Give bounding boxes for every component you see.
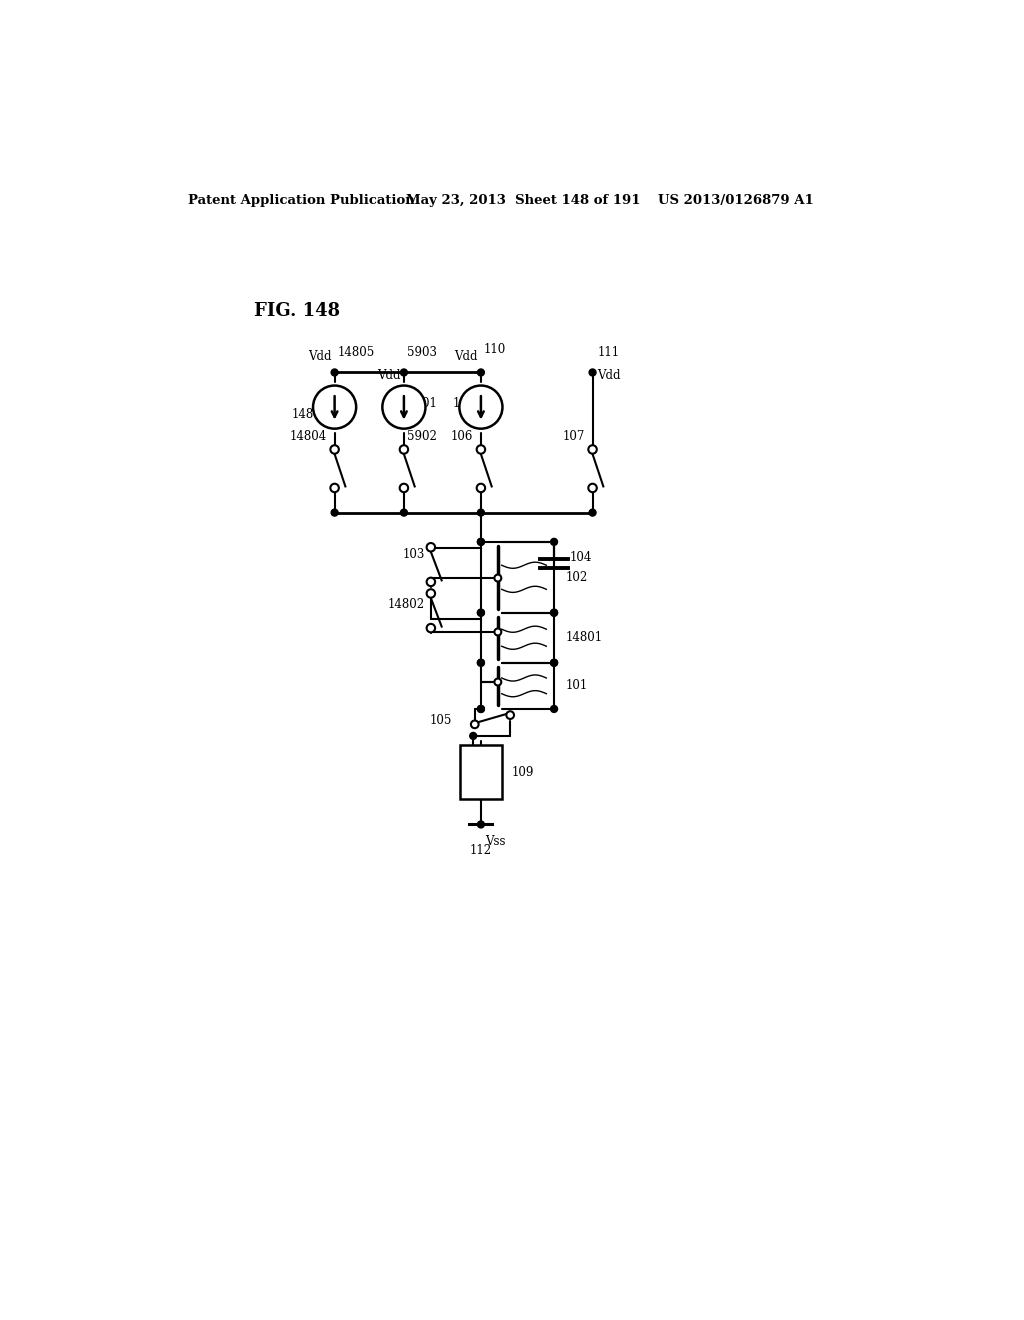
Circle shape — [477, 510, 484, 516]
Circle shape — [400, 510, 408, 516]
Circle shape — [331, 510, 338, 516]
Text: 108: 108 — [453, 397, 475, 409]
Circle shape — [477, 705, 484, 713]
Circle shape — [477, 610, 484, 616]
Circle shape — [382, 385, 425, 429]
Text: 109: 109 — [511, 766, 534, 779]
Circle shape — [477, 370, 484, 376]
Text: 110: 110 — [484, 342, 506, 355]
Text: 101: 101 — [565, 680, 588, 693]
Text: FIG. 148: FIG. 148 — [254, 302, 340, 321]
Circle shape — [477, 539, 484, 545]
Circle shape — [427, 589, 435, 598]
Circle shape — [495, 628, 502, 635]
Text: Patent Application Publication: Patent Application Publication — [188, 194, 415, 207]
Text: 5902: 5902 — [407, 430, 437, 444]
Text: 105: 105 — [429, 714, 452, 727]
Circle shape — [551, 659, 557, 667]
Text: Vdd: Vdd — [597, 370, 621, 383]
Circle shape — [477, 659, 484, 667]
Text: US 2013/0126879 A1: US 2013/0126879 A1 — [658, 194, 814, 207]
Text: 14802: 14802 — [387, 598, 425, 611]
Circle shape — [331, 445, 339, 454]
Circle shape — [589, 510, 596, 516]
Circle shape — [551, 539, 557, 545]
Circle shape — [551, 659, 557, 667]
Text: 14805: 14805 — [338, 346, 375, 359]
Text: 102: 102 — [565, 570, 588, 583]
Circle shape — [477, 705, 484, 713]
Text: Vdd: Vdd — [308, 350, 332, 363]
Circle shape — [495, 678, 502, 685]
Text: Vss: Vss — [485, 836, 506, 849]
Circle shape — [551, 610, 557, 616]
Circle shape — [427, 578, 435, 586]
Circle shape — [471, 721, 478, 729]
Circle shape — [399, 445, 409, 454]
Text: May 23, 2013  Sheet 148 of 191: May 23, 2013 Sheet 148 of 191 — [407, 194, 641, 207]
Text: Vdd: Vdd — [377, 368, 400, 381]
Circle shape — [331, 370, 338, 376]
Circle shape — [589, 445, 597, 454]
Circle shape — [506, 711, 514, 719]
Circle shape — [470, 733, 477, 739]
Circle shape — [477, 483, 485, 492]
Circle shape — [460, 385, 503, 429]
Circle shape — [551, 705, 557, 713]
Circle shape — [495, 574, 502, 582]
Text: 111: 111 — [597, 346, 620, 359]
Circle shape — [589, 370, 596, 376]
Circle shape — [477, 539, 484, 545]
Circle shape — [477, 659, 484, 667]
Bar — [460, 744, 502, 799]
Text: 112: 112 — [470, 845, 492, 858]
Circle shape — [477, 821, 484, 828]
Circle shape — [477, 610, 484, 616]
Text: 5903: 5903 — [407, 346, 437, 359]
Circle shape — [477, 445, 485, 454]
Circle shape — [551, 610, 557, 616]
Text: 103: 103 — [402, 548, 425, 561]
Text: 14801: 14801 — [565, 631, 603, 644]
Circle shape — [427, 543, 435, 552]
Text: 106: 106 — [451, 430, 473, 444]
Circle shape — [331, 483, 339, 492]
Circle shape — [313, 385, 356, 429]
Text: Vdd: Vdd — [455, 350, 478, 363]
Text: 107: 107 — [562, 430, 585, 444]
Text: 5901: 5901 — [407, 397, 437, 409]
Circle shape — [427, 624, 435, 632]
Circle shape — [399, 483, 409, 492]
Text: 14804: 14804 — [290, 430, 327, 444]
Circle shape — [589, 483, 597, 492]
Circle shape — [400, 370, 408, 376]
Text: 104: 104 — [569, 550, 592, 564]
Text: 14803: 14803 — [291, 408, 329, 421]
